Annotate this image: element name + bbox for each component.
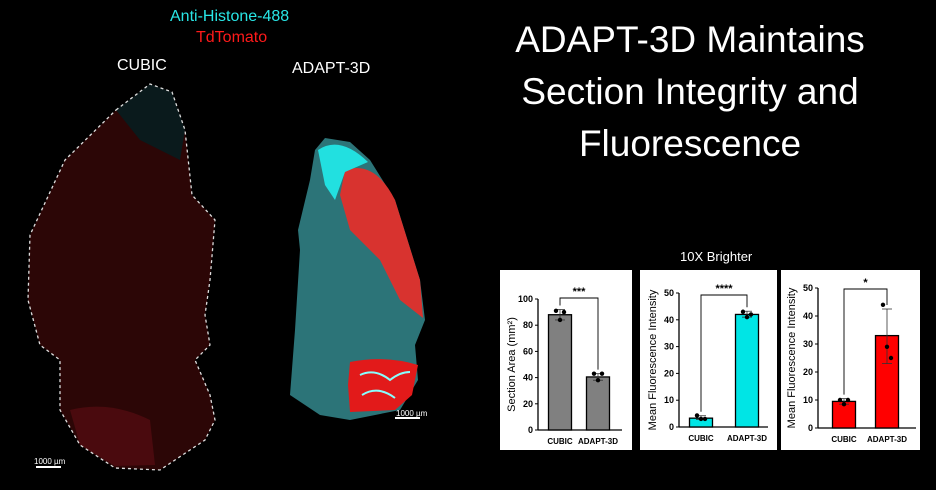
cubic-outline <box>27 83 216 471</box>
data-point <box>553 308 559 313</box>
data-point <box>595 378 601 383</box>
y-tick-label: 10 <box>664 395 674 405</box>
adapt3d-label: ADAPT-3D <box>292 60 371 77</box>
adapt3d-scale-bar <box>395 417 420 419</box>
y-tick-label: 50 <box>664 288 674 298</box>
significance-label: **** <box>715 283 733 295</box>
bar-cubic <box>547 314 573 431</box>
data-point <box>599 371 605 376</box>
y-tick-label: 60 <box>523 346 533 356</box>
legend-tdtomato: TdTomato <box>196 29 268 46</box>
x-tick-label: ADAPT-3D <box>867 435 907 444</box>
cubic-brain-section <box>27 83 216 471</box>
bar-adapt-3d <box>734 313 760 428</box>
significance-bracket <box>559 297 599 370</box>
significance-label: *** <box>573 286 587 298</box>
y-axis-label: Section Area (mm²) <box>506 317 518 412</box>
y-tick-label: 20 <box>803 367 813 377</box>
cubic-scale-bar-label: 1000 µm <box>34 457 66 466</box>
significance-bracket <box>843 288 888 395</box>
data-point <box>845 397 851 403</box>
y-tick-label: 100 <box>518 294 533 304</box>
y-tick-label: 0 <box>528 425 533 435</box>
x-tick-label: CUBIC <box>831 435 857 444</box>
data-point <box>702 416 708 422</box>
cubic-label: CUBIC <box>117 57 167 74</box>
data-point <box>888 355 894 361</box>
y-tick-label: 40 <box>523 373 533 383</box>
y-tick-label: 10 <box>803 395 813 405</box>
data-point <box>694 413 700 418</box>
data-point <box>740 309 746 314</box>
data-point <box>884 344 890 349</box>
significance-bracket <box>700 294 748 412</box>
x-tick-label: CUBIC <box>547 437 573 446</box>
adapt3d-scale-bar-label: 1000 µm <box>396 409 428 418</box>
y-axis-label: Mean Fluorescence Intensity <box>786 287 798 428</box>
y-tick-label: 40 <box>803 311 813 321</box>
data-point <box>748 312 754 317</box>
adapt3d-brain-section <box>290 138 425 420</box>
data-point <box>591 371 597 376</box>
y-tick-label: 20 <box>523 399 533 409</box>
y-tick-label: 0 <box>669 422 674 432</box>
significance-label: * <box>863 277 868 289</box>
chart-1: 0 20 40 60 80 100 Section Area (mm²) CUBIC ADAPT… <box>500 270 632 450</box>
data-point <box>698 416 704 422</box>
x-tick-label: ADAPT-3D <box>727 434 767 443</box>
data-point <box>841 402 847 407</box>
y-tick-label: 0 <box>808 423 813 433</box>
data-point <box>837 397 843 403</box>
data-point <box>557 317 563 323</box>
x-tick-label: ADAPT-3D <box>578 437 618 446</box>
data-point <box>880 302 886 307</box>
chart-3: 0 10 20 30 40 50 Mean Fluorescence Intensity CU… <box>781 270 920 450</box>
slide-title: ADAPT-3D Maintains Section Integrity and… <box>515 19 865 164</box>
bar-adapt-3d <box>585 376 611 431</box>
y-axis-label: Mean Fluorescence Intensity <box>647 289 659 430</box>
y-tick-label: 80 <box>523 320 533 330</box>
y-tick-label: 40 <box>664 315 674 325</box>
y-tick-label: 50 <box>803 283 813 293</box>
y-tick-label: 20 <box>664 368 674 378</box>
brightness-annotation: 10X Brighter <box>680 249 753 264</box>
chart-2: 0 10 20 30 40 50 Mean Fluorescence Intensity CU… <box>640 270 777 450</box>
y-tick-label: 30 <box>664 342 674 352</box>
microscopy-images <box>27 83 425 471</box>
cubic-scale-bar <box>36 466 61 468</box>
legend-histone: Anti-Histone-488 <box>170 8 290 25</box>
data-point <box>744 314 750 320</box>
y-tick-label: 30 <box>803 339 813 349</box>
data-point <box>561 309 567 315</box>
x-tick-label: CUBIC <box>688 434 714 443</box>
